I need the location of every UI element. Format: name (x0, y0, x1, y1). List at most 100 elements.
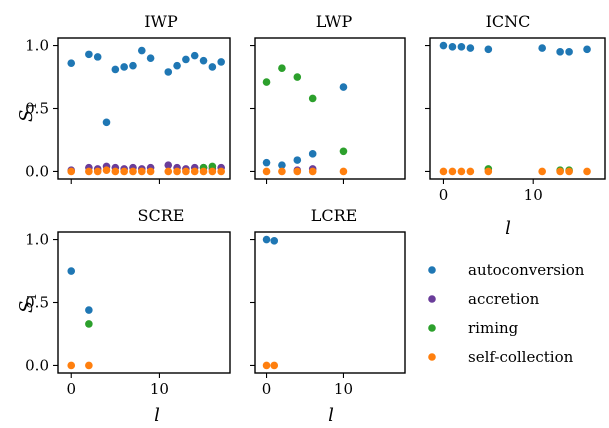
icnc-point-autoconversion (466, 44, 475, 52)
scre-point-riming (85, 320, 93, 328)
lwp-frame (254, 37, 406, 180)
iwp-point-self-collection (93, 167, 102, 176)
iwp-point-self-collection (102, 166, 111, 174)
lwp-point-riming (278, 64, 286, 73)
legend: autoconversion accretion riming self-collec… (428, 261, 585, 366)
icnc-point-autoconversion (439, 41, 448, 50)
iwp-point-self-collection (120, 167, 128, 176)
scre-point-self-collection (85, 361, 93, 370)
iwp-point-autoconversion (146, 54, 155, 62)
legend-marker-riming (428, 324, 436, 332)
iwp-point-self-collection (146, 167, 155, 176)
iwp-point-accretion (164, 161, 173, 169)
legend-label-self-collection: self-collection (468, 348, 574, 366)
panel-lcre-title: LCRE (311, 206, 358, 225)
icnc-point-autoconversion (484, 45, 493, 54)
legend-label-autoconversion: autoconversion (468, 261, 585, 279)
scre-point-autoconversion (67, 267, 76, 275)
iwp-point-autoconversion (137, 46, 146, 55)
lwp-point-riming (308, 94, 317, 103)
iwp-ytick-label: 0.5 (25, 100, 49, 118)
iwp-ytick-label: 1.0 (25, 37, 49, 55)
scre-ytick-label: 0.0 (25, 356, 49, 374)
xlabel-lcre: l (328, 405, 334, 426)
iwp-point-self-collection (190, 167, 199, 176)
iwp-point-autoconversion (164, 68, 173, 76)
iwp-point-autoconversion (217, 58, 225, 66)
icnc-point-autoconversion (457, 43, 466, 51)
iwp-point-self-collection (208, 167, 217, 176)
iwp-point-self-collection (173, 167, 181, 176)
iwp-point-self-collection (164, 167, 173, 176)
legend-marker-self-collection (428, 353, 436, 361)
icnc-point-self-collection (556, 167, 564, 176)
iwp-point-autoconversion (173, 61, 181, 70)
scre-ytick-label: 0.5 (25, 294, 49, 312)
icnc-point-autoconversion (556, 48, 564, 56)
iwp-point-self-collection (111, 167, 120, 176)
icnc-point-self-collection (538, 167, 546, 176)
lcre-xtick-label: 0 (262, 380, 272, 398)
panel-lwp-plot (250, 37, 406, 184)
lcre-frame (254, 231, 406, 374)
iwp-point-self-collection (85, 167, 93, 176)
iwp-point-autoconversion (120, 63, 128, 71)
legend-marker-accretion (428, 295, 436, 303)
iwp-ytick-label: 0.0 (25, 162, 49, 180)
lwp-point-autoconversion (308, 150, 317, 158)
panel-iwp-title: IWP (144, 12, 178, 31)
iwp-point-autoconversion (199, 56, 208, 65)
iwp-point-self-collection (137, 167, 146, 176)
legend-label-accretion: accretion (468, 290, 540, 308)
iwp-point-self-collection (199, 167, 208, 176)
lwp-point-riming (339, 147, 348, 156)
icnc-xtick-label: 0 (439, 186, 449, 204)
panel-scre: SCRE 0.0 0.5 1.0 0 10 (25, 206, 231, 398)
lwp-point-self-collection (308, 167, 317, 176)
icnc-point-autoconversion (583, 45, 591, 54)
panel-iwp-plot: 0.0 0.5 1.0 (25, 37, 231, 184)
iwp-point-autoconversion (208, 63, 217, 71)
icnc-point-self-collection (466, 167, 475, 176)
iwp-point-self-collection (182, 167, 190, 176)
lcre-point-self-collection (262, 361, 271, 370)
legend-label-riming: riming (468, 319, 519, 337)
scre-point-self-collection (67, 361, 76, 370)
lwp-point-autoconversion (339, 83, 348, 91)
lwp-point-autoconversion (293, 156, 302, 164)
icnc-point-self-collection (583, 167, 591, 176)
iwp-point-autoconversion (190, 51, 199, 60)
lcre-point-autoconversion (270, 237, 279, 245)
icnc-point-self-collection (439, 167, 448, 176)
iwp-point-autoconversion (102, 118, 111, 127)
iwp-point-self-collection (129, 167, 137, 176)
panel-lcre: LCRE 0 10 (250, 206, 406, 398)
icnc-point-autoconversion (448, 43, 457, 51)
panel-lwp: LWP (250, 12, 406, 184)
lwp-point-self-collection (339, 167, 348, 176)
panel-icnc: ICNC 0 10 (425, 12, 606, 204)
scre-xtick-label: 10 (150, 380, 169, 398)
legend-marker-autoconversion (428, 266, 436, 274)
lwp-point-riming (262, 78, 271, 86)
lwp-point-self-collection (262, 167, 271, 176)
lcre-xtick-label: 10 (334, 380, 353, 398)
icnc-point-self-collection (457, 167, 466, 176)
iwp-point-autoconversion (67, 59, 76, 67)
iwp-point-self-collection (217, 167, 225, 176)
panel-icnc-plot: 0 10 (425, 37, 606, 204)
iwp-point-autoconversion (85, 50, 93, 59)
xlabel-icnc: l (505, 218, 511, 239)
iwp-point-autoconversion (93, 53, 102, 61)
panel-lcre-plot: 0 10 (250, 231, 406, 398)
scre-point-autoconversion (85, 306, 93, 314)
iwp-point-self-collection (67, 167, 76, 176)
panel-iwp: IWP 0.0 0.5 1.0 (25, 12, 231, 184)
lcre-point-autoconversion (262, 235, 271, 244)
xlabel-scre: l (154, 405, 160, 426)
icnc-frame (429, 37, 606, 180)
panel-scre-plot: 0.0 0.5 1.0 0 10 (25, 231, 231, 398)
iwp-point-autoconversion (182, 55, 190, 64)
icnc-point-self-collection (565, 167, 573, 176)
